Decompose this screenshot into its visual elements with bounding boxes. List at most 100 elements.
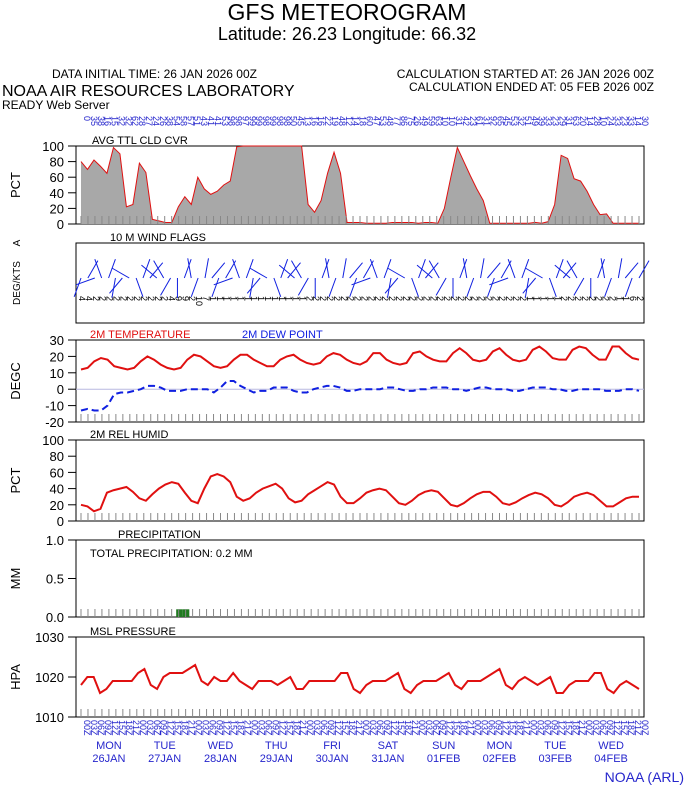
wind-speed-label: 1 — [235, 296, 245, 301]
y-tick-label: 100 — [42, 139, 64, 154]
temperature-legend: 2M TEMPERATURE — [90, 329, 190, 341]
panel-title: 2M REL HUMID — [90, 429, 168, 441]
cloud-top-label: 31 — [454, 116, 464, 126]
wind-speed-label: 2 — [98, 296, 108, 301]
cloud-top-label: 26 — [413, 116, 423, 126]
wind-barb — [351, 277, 371, 286]
cloud-top-label: 23 — [619, 116, 629, 126]
cloud-top-label: 33 — [626, 116, 636, 126]
wind-barb — [73, 277, 82, 297]
y-tick-label: 100 — [42, 433, 64, 448]
hour-label: 18Z — [514, 720, 524, 736]
dew-point-legend: 2M DEW POINT — [242, 329, 323, 341]
wind-speed-label: 2 — [394, 296, 404, 301]
cloud-top-label: 63 — [433, 116, 443, 126]
cloud-top-label: 61 — [475, 116, 485, 126]
wind-speed-label: 2 — [111, 296, 121, 301]
cloud-top-label: 48 — [385, 116, 395, 126]
day-name: TUE — [544, 740, 566, 752]
hour-label: 06Z — [152, 720, 162, 736]
wind-speed-label: 2 — [304, 296, 314, 301]
cloud-top-label: 16 — [316, 116, 326, 126]
temperature-line — [80, 345, 640, 371]
hour-label: 09Z — [270, 720, 280, 736]
hour-label: 18Z — [235, 720, 245, 736]
cloud-top-label: 16 — [309, 116, 319, 126]
wind-barb — [507, 259, 516, 279]
wind-barb — [554, 264, 571, 279]
wind-barb — [142, 259, 151, 279]
wind-barb — [297, 277, 309, 296]
cloud-top-label: 14 — [585, 116, 595, 126]
wind-barb — [638, 260, 650, 279]
cloud-top-label: 14 — [351, 116, 361, 126]
hour-label: 12Z — [445, 720, 455, 736]
wind-speed-label: 1 — [263, 296, 273, 301]
cloud-top-label: 77 — [392, 116, 402, 126]
hour-label: 06Z — [431, 720, 441, 736]
wind-speed-label: 2 — [153, 296, 163, 301]
cloud-top-label: 41 — [213, 116, 223, 126]
cloud-top-label: 38 — [165, 116, 175, 126]
day-date: 02FEB — [483, 753, 517, 765]
wind-speed-label: 2 — [470, 296, 480, 301]
wind-speed-label: 1 — [270, 296, 280, 301]
wind-speed-label: 2 — [573, 296, 583, 301]
y-tick-label: -20 — [45, 415, 64, 430]
cloud-top-label: 57 — [185, 116, 195, 126]
cloud-top-label: 49 — [530, 116, 540, 126]
day-date: 27JAN — [148, 753, 181, 765]
hour-label: 06Z — [375, 720, 385, 736]
day-date: 04FEB — [594, 753, 628, 765]
cloud-top-label: 42 — [461, 116, 471, 126]
hour-label: 21Z — [187, 720, 197, 736]
wind-speed-label: 1 — [621, 296, 631, 301]
hour-label: 12Z — [612, 720, 622, 736]
day-name: WED — [598, 740, 624, 752]
day-name: TUE — [154, 740, 176, 752]
cloud-top-label: 29 — [557, 116, 567, 126]
wind-barb — [328, 277, 337, 297]
panel-frame — [75, 339, 645, 423]
wind-barb — [428, 260, 440, 279]
hour-label: 03Z — [89, 720, 99, 736]
cloud-top-label: 26 — [158, 116, 168, 126]
hour-label: 00Z — [473, 720, 483, 736]
data-initial-time: DATA INITIAL TIME: 26 JAN 2026 00Z — [52, 67, 257, 81]
cloud-top-label: 10 — [440, 116, 450, 126]
wind-speed-label: 2 — [511, 296, 521, 301]
cloud-top-label: 99 — [254, 116, 264, 126]
wind-barb — [573, 277, 585, 296]
wind-speed-label: 2 — [477, 296, 487, 301]
wind-speed-label: 2 — [353, 296, 363, 301]
y-tick-label: 30 — [50, 333, 64, 348]
day-date: 03FEB — [538, 753, 572, 765]
wind-speed-label: 2 — [387, 296, 397, 301]
wind-barb — [111, 267, 130, 279]
y-tick-label: 0.5 — [46, 572, 64, 587]
cloud-top-label: 98 — [261, 116, 271, 126]
cloud-top-label: 33 — [612, 116, 622, 126]
hour-label: 21Z — [131, 720, 141, 736]
y-axis-label: MM — [8, 568, 23, 590]
wind-speed-label: 2 — [125, 296, 135, 301]
wind-barb — [384, 277, 399, 294]
y-tick-label: 20 — [50, 498, 64, 513]
wind-speed-label: 2 — [456, 296, 466, 301]
hour-label: 12Z — [110, 720, 120, 736]
y-tick-label: 80 — [50, 449, 64, 464]
day-name: SUN — [432, 740, 455, 752]
wind-speed-label: 1 — [215, 296, 225, 301]
hour-label: 15Z — [452, 720, 462, 736]
hour-label: 06Z — [487, 720, 497, 736]
wind-barb — [522, 277, 537, 294]
wind-barb — [466, 277, 475, 297]
wind-barb — [246, 277, 261, 294]
hour-label: 21Z — [466, 720, 476, 736]
hour-label: 09Z — [494, 720, 504, 736]
cloud-top-label: 10 — [447, 116, 457, 126]
hour-label: 00Z — [528, 720, 538, 736]
wind-speed-label: 2 — [105, 296, 115, 301]
hour-label: 21Z — [242, 720, 252, 736]
wind-speed-label: 4 — [167, 296, 177, 301]
